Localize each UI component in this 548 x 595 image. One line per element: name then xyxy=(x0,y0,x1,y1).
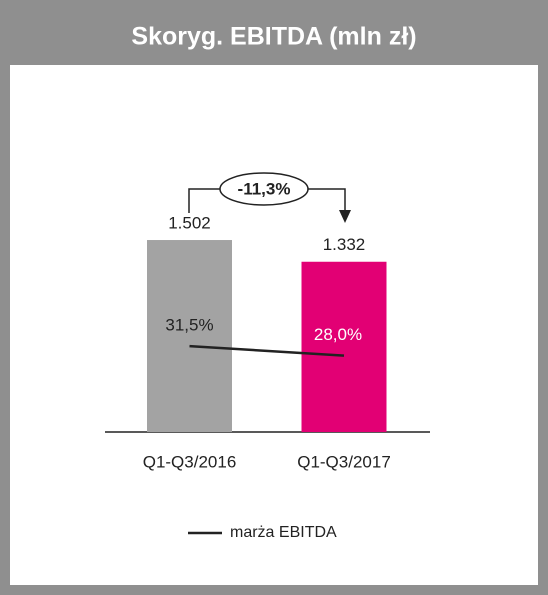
bar xyxy=(301,261,387,432)
margin-line xyxy=(189,344,345,357)
bar-value-label: 1.502 xyxy=(168,214,211,233)
line-value-label: 31,5% xyxy=(165,316,213,335)
bar-value-label: 1.332 xyxy=(323,235,366,254)
bar xyxy=(147,240,232,432)
x-tick-label: Q1-Q3/2016 xyxy=(143,452,237,471)
change-arrow xyxy=(339,210,351,223)
change-bubble xyxy=(219,172,309,206)
x-tick-label: Q1-Q3/2017 xyxy=(297,452,391,471)
change-label: -11,3% xyxy=(238,179,291,198)
chart-title: Skoryg. EBITDA (mln zł) xyxy=(131,23,416,51)
line-value-label: 28,0% xyxy=(314,325,362,344)
legend-label: marża EBITDA xyxy=(230,524,337,541)
panel xyxy=(10,65,538,585)
